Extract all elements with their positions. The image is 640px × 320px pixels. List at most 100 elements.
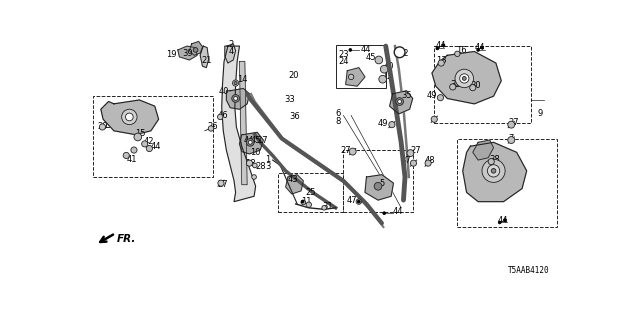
Circle shape <box>301 200 306 205</box>
Polygon shape <box>390 91 413 114</box>
Polygon shape <box>473 140 493 160</box>
Circle shape <box>349 49 352 51</box>
Circle shape <box>379 75 387 83</box>
Circle shape <box>477 49 479 51</box>
Polygon shape <box>432 52 501 104</box>
Text: 49: 49 <box>427 91 437 100</box>
Polygon shape <box>178 46 197 60</box>
Text: 45: 45 <box>250 136 260 145</box>
Text: 30: 30 <box>470 81 481 90</box>
Text: 40: 40 <box>383 62 394 71</box>
Text: 43: 43 <box>288 175 299 184</box>
Text: 46: 46 <box>218 111 228 120</box>
Circle shape <box>450 84 456 90</box>
Circle shape <box>99 124 106 130</box>
Polygon shape <box>239 61 247 185</box>
Circle shape <box>410 160 417 166</box>
Text: 31: 31 <box>323 202 333 211</box>
Circle shape <box>234 97 237 100</box>
Text: 4: 4 <box>228 47 234 56</box>
Text: 15: 15 <box>136 129 146 138</box>
Text: 41: 41 <box>127 155 138 164</box>
Bar <box>278 173 344 212</box>
Text: 27: 27 <box>508 118 519 127</box>
Circle shape <box>374 182 382 190</box>
Circle shape <box>248 140 252 144</box>
Circle shape <box>394 47 405 58</box>
Circle shape <box>141 141 148 147</box>
Text: 33: 33 <box>284 95 295 104</box>
Bar <box>93 96 212 177</box>
Text: 44: 44 <box>360 45 371 54</box>
Polygon shape <box>221 46 255 202</box>
Text: 29: 29 <box>97 123 108 132</box>
Bar <box>344 150 413 212</box>
Circle shape <box>470 84 476 91</box>
Circle shape <box>462 76 466 80</box>
Text: 48: 48 <box>425 156 436 165</box>
Circle shape <box>125 113 133 121</box>
Circle shape <box>301 200 304 203</box>
Circle shape <box>460 74 469 83</box>
Bar <box>336 45 386 88</box>
Text: 1: 1 <box>266 155 271 164</box>
Text: 5: 5 <box>379 179 384 188</box>
Circle shape <box>147 145 152 152</box>
Text: 44: 44 <box>244 136 255 145</box>
Circle shape <box>396 98 403 105</box>
Circle shape <box>488 158 494 165</box>
Circle shape <box>131 147 137 153</box>
Text: 26: 26 <box>208 122 218 131</box>
Text: 42: 42 <box>143 137 154 146</box>
Circle shape <box>356 199 362 204</box>
Bar <box>458 139 557 227</box>
Circle shape <box>437 95 444 101</box>
Polygon shape <box>189 42 202 55</box>
Circle shape <box>349 148 356 155</box>
Text: 24: 24 <box>338 57 349 66</box>
Polygon shape <box>285 175 303 194</box>
Text: 13: 13 <box>436 56 447 65</box>
Text: 20: 20 <box>288 71 298 80</box>
Text: 18: 18 <box>245 159 255 168</box>
Circle shape <box>123 152 129 158</box>
Text: 44: 44 <box>436 41 446 50</box>
Circle shape <box>481 46 483 49</box>
Text: 35: 35 <box>401 91 412 100</box>
Text: 32: 32 <box>451 80 461 89</box>
Circle shape <box>357 200 360 203</box>
Circle shape <box>348 74 354 80</box>
Text: FR.: FR. <box>117 234 136 244</box>
Text: 44: 44 <box>497 216 508 225</box>
Text: 11: 11 <box>301 197 312 206</box>
Polygon shape <box>101 100 159 135</box>
Circle shape <box>504 219 506 221</box>
Circle shape <box>246 160 253 166</box>
Circle shape <box>438 60 444 66</box>
Circle shape <box>454 51 460 57</box>
Circle shape <box>232 95 239 102</box>
Text: 25: 25 <box>305 188 316 197</box>
Text: 44: 44 <box>474 43 485 52</box>
Circle shape <box>442 44 445 47</box>
Text: 9: 9 <box>538 109 543 118</box>
Polygon shape <box>346 68 365 86</box>
Bar <box>435 46 531 123</box>
Text: 14: 14 <box>237 75 248 84</box>
Circle shape <box>455 69 474 88</box>
Text: 12: 12 <box>382 72 392 81</box>
Circle shape <box>499 221 501 224</box>
Circle shape <box>508 121 515 128</box>
Text: 19: 19 <box>166 50 177 59</box>
Circle shape <box>246 139 254 146</box>
Text: 7: 7 <box>508 134 513 143</box>
Text: 27: 27 <box>410 146 421 155</box>
Circle shape <box>508 137 515 143</box>
Circle shape <box>134 133 141 141</box>
Text: 37: 37 <box>401 156 411 165</box>
Text: T5AAB4120: T5AAB4120 <box>508 267 550 276</box>
Circle shape <box>436 47 439 50</box>
Circle shape <box>232 80 239 86</box>
Text: 23: 23 <box>338 50 349 59</box>
Circle shape <box>407 150 414 156</box>
